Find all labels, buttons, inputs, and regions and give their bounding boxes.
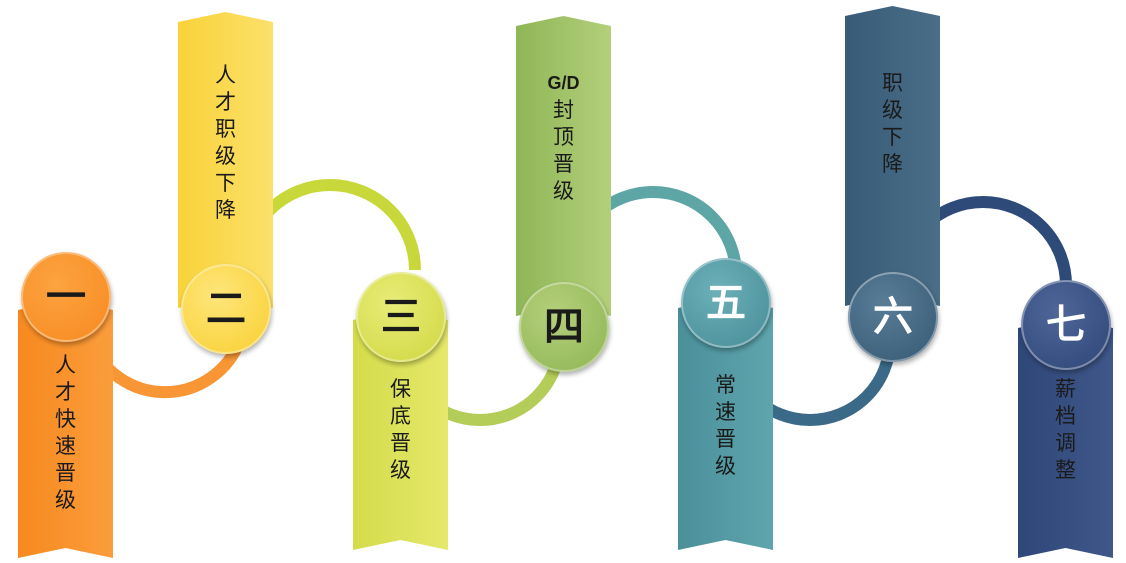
step-5-char: 速 (715, 400, 736, 424)
step-5-char: 级 (715, 454, 736, 478)
step-6-char: 级 (882, 98, 903, 122)
step-2-char: 才 (215, 90, 236, 114)
step-2-circle: 二 (181, 264, 271, 354)
step-2-char: 职 (215, 117, 236, 141)
step-4-char: 级 (553, 179, 574, 203)
step-4-char: 顶 (553, 125, 574, 149)
step-5-char: 晋 (715, 427, 736, 451)
step-4-prefix: G/D (547, 73, 580, 93)
step-4-number: 四 (544, 304, 584, 350)
step-1-circle: 一 (21, 252, 111, 342)
step-6-char: 下 (882, 125, 903, 149)
step-7-label: 薪 档 调 整 (1018, 376, 1113, 484)
step-6-char: 职 (882, 71, 903, 95)
step-2-char: 级 (215, 144, 236, 168)
step-3-number: 三 (381, 294, 421, 340)
step-5-label: 常 速 晋 级 (678, 372, 773, 480)
step-2-char: 人 (215, 63, 236, 87)
step-4-label: G/D 封 顶 晋 级 (516, 70, 611, 205)
step-7-number: 七 (1046, 302, 1086, 348)
step-3-char: 底 (390, 404, 411, 428)
step-1-char: 人 (55, 353, 76, 377)
step-2-label: 人 才 职 级 下 降 (178, 62, 273, 224)
step-4-banner (516, 16, 611, 316)
step-2-banner (178, 12, 273, 308)
step-4-char: 晋 (553, 152, 574, 176)
step-5-char: 常 (715, 373, 736, 397)
step-3-char: 保 (390, 377, 411, 401)
step-1-char: 速 (55, 434, 76, 458)
step-3-circle: 三 (356, 272, 446, 362)
step-6-label: 职 级 下 降 (845, 70, 940, 178)
step-1-label: 人 才 快 速 晋 级 (18, 352, 113, 514)
step-5-circle: 五 (681, 258, 771, 348)
step-1-char: 晋 (55, 461, 76, 485)
step-6-char: 降 (882, 152, 903, 176)
step-6-circle: 六 (848, 272, 938, 362)
step-7-circle: 七 (1021, 280, 1111, 370)
step-1-banner (18, 300, 113, 558)
step-1-char: 快 (55, 407, 76, 431)
step-2-number: 二 (206, 286, 246, 332)
step-2-char: 下 (215, 171, 236, 195)
step-7-char: 档 (1055, 404, 1076, 428)
step-1-number: 一 (46, 274, 86, 320)
step-3-char: 级 (390, 458, 411, 482)
step-3-char: 晋 (390, 431, 411, 455)
step-2-char: 降 (215, 198, 236, 222)
step-4-char: 封 (553, 98, 574, 122)
step-3-label: 保 底 晋 级 (353, 376, 448, 484)
step-7-char: 调 (1055, 431, 1076, 455)
step-6-number: 六 (873, 294, 913, 340)
step-1-char: 才 (55, 380, 76, 404)
step-5-number: 五 (706, 280, 746, 326)
step-6-banner (845, 6, 940, 306)
step-7-char: 整 (1055, 458, 1076, 482)
step-4-circle: 四 (519, 282, 609, 372)
step-1-char: 级 (55, 488, 76, 512)
step-7-char: 薪 (1055, 377, 1076, 401)
